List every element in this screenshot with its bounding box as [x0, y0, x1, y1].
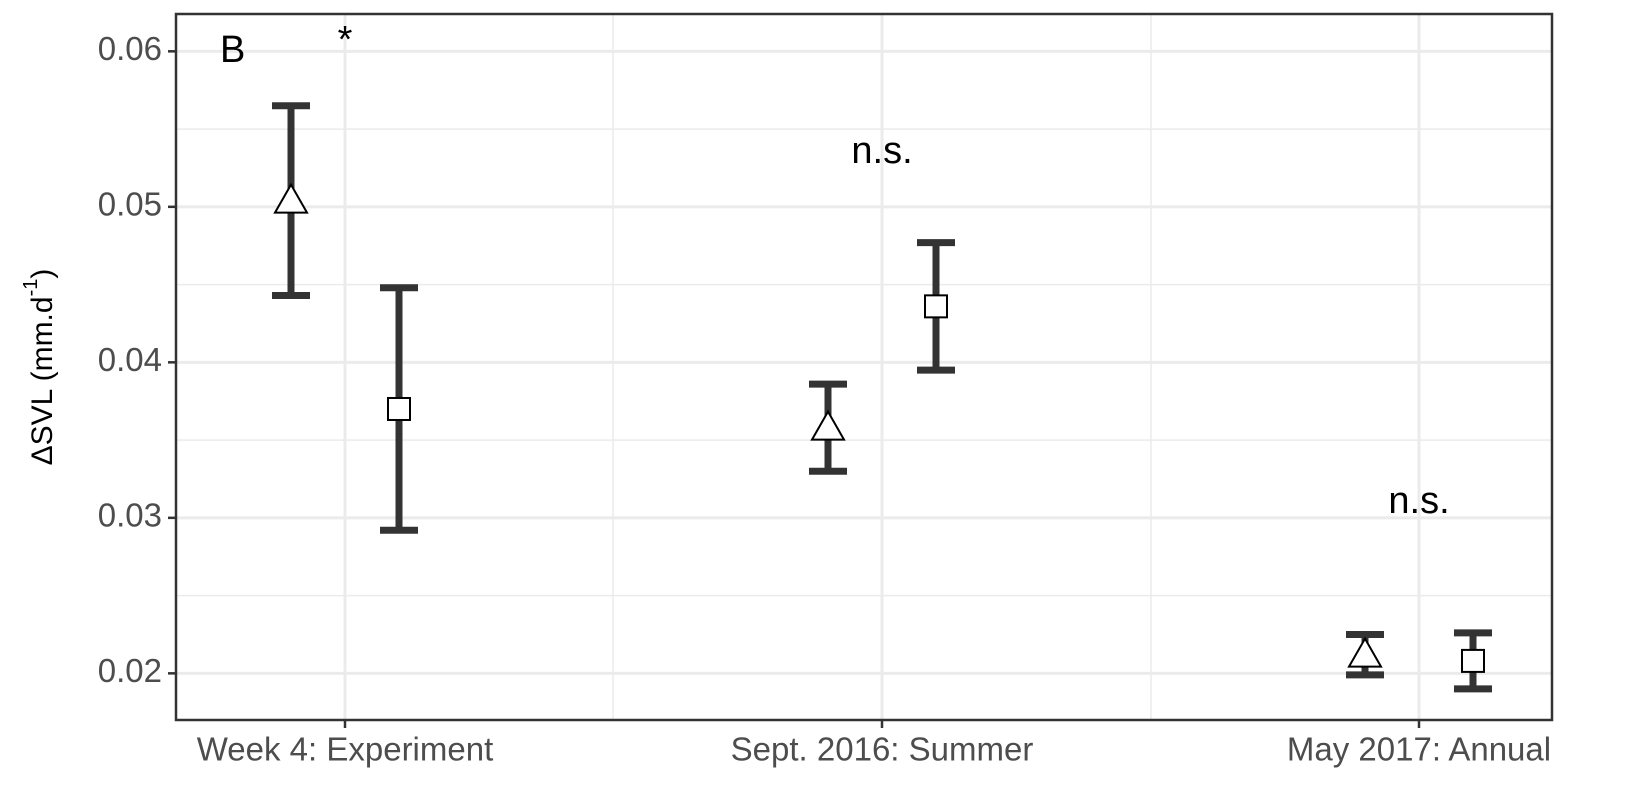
point-square — [387, 396, 411, 421]
y-label-sup: -1 — [20, 279, 42, 297]
y-label-text: ΔSVL (mm.d — [26, 296, 59, 465]
x-tick-label: Sept. 2016: Summer — [731, 731, 1034, 768]
point-triangle — [273, 182, 309, 214]
x-tick-label: Week 4: Experiment — [197, 731, 494, 768]
point-square — [1461, 648, 1485, 673]
panel-border — [174, 12, 1554, 722]
x-tick-label: May 2017: Annual — [1287, 731, 1551, 768]
point-square — [924, 294, 948, 319]
y-tick-label: 0.04 — [98, 341, 162, 378]
y-tick-label: 0.02 — [98, 652, 162, 689]
y-tick-label: 0.06 — [98, 30, 162, 67]
point-triangle — [1347, 636, 1383, 668]
y-tick-label: 0.03 — [98, 497, 162, 534]
marks — [272, 102, 1492, 693]
annotation: n.s. — [851, 130, 912, 172]
panel-label: B — [220, 29, 245, 71]
annotation: * — [338, 19, 353, 61]
y-tick-label: 0.05 — [98, 186, 162, 223]
point-triangle — [810, 409, 846, 441]
y-label-suffix: ) — [26, 269, 59, 279]
y-axis-label: ΔSVL (mm.d-1) — [20, 269, 59, 466]
annotation: n.s. — [1388, 480, 1449, 522]
